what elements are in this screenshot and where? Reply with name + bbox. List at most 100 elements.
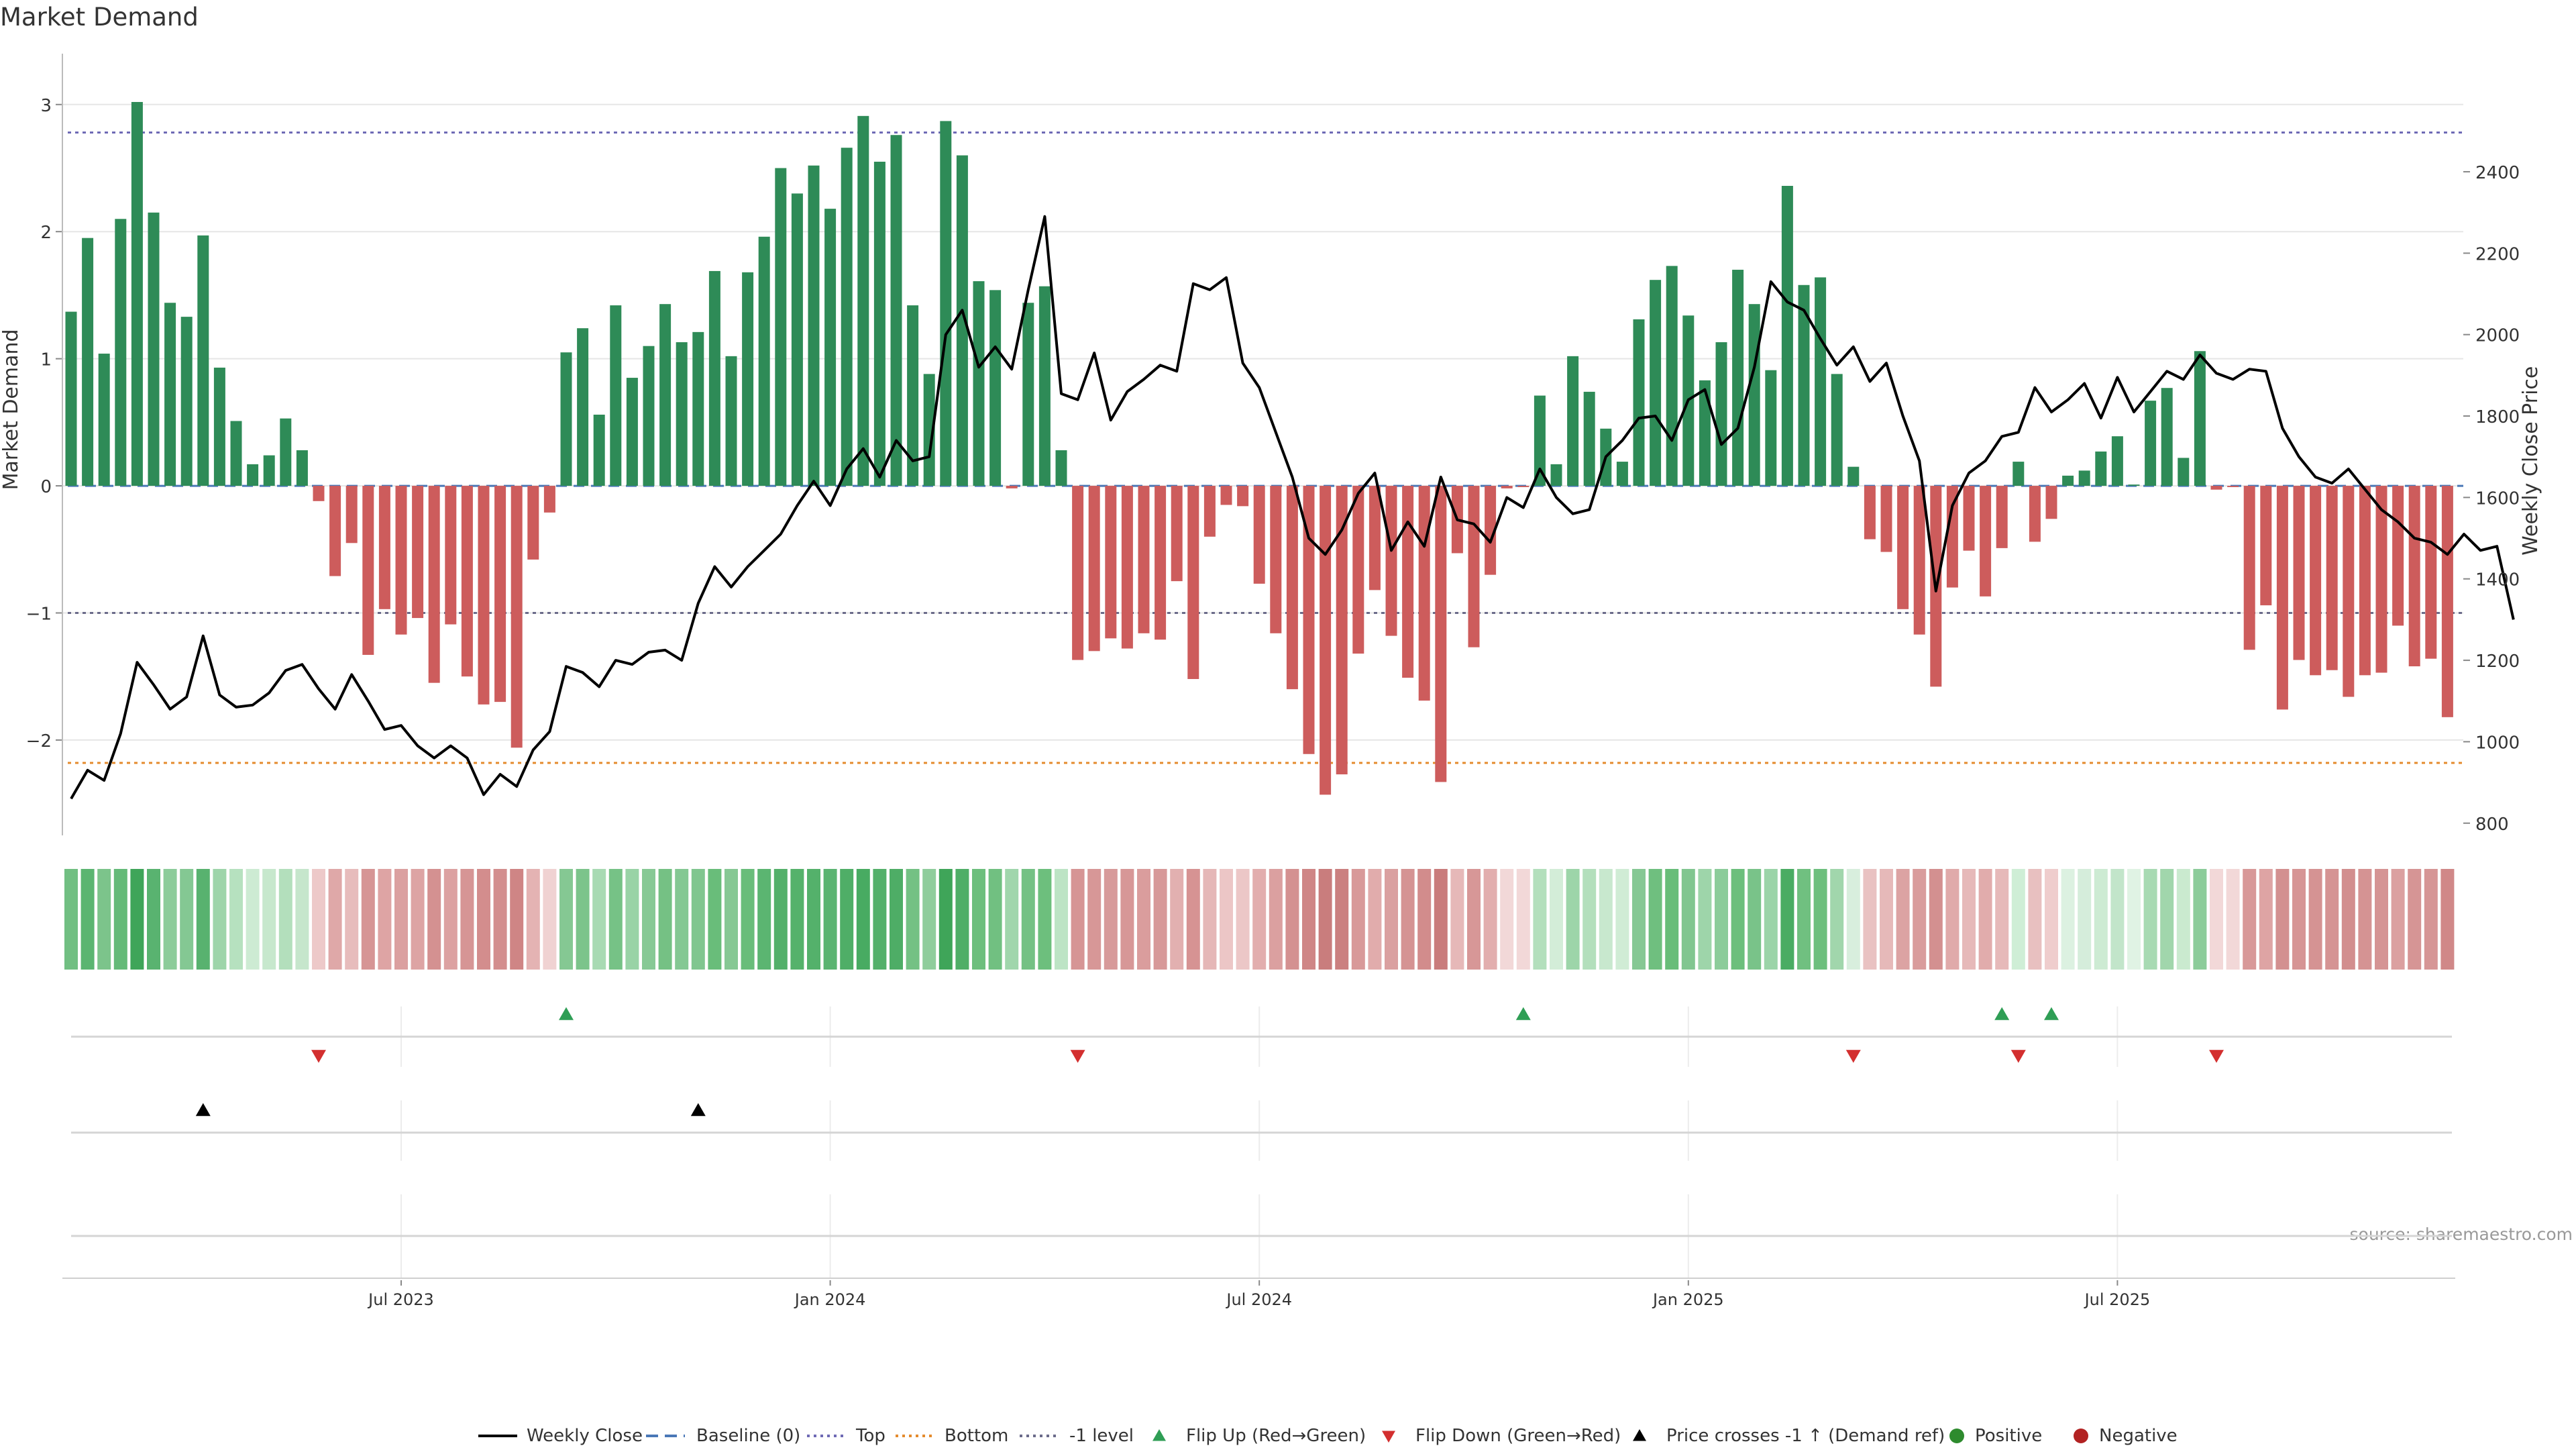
demand-bar xyxy=(280,418,292,486)
demand-bar xyxy=(1864,486,1876,539)
heat-cell xyxy=(2028,869,2042,970)
heat-cell xyxy=(1599,869,1613,970)
demand-bar xyxy=(2359,486,2371,676)
heat-cell xyxy=(1120,869,1134,970)
legend-triangle-up-swatch xyxy=(1152,1429,1166,1441)
heat-cell xyxy=(1401,869,1415,970)
demand-bar xyxy=(445,486,457,625)
demand-bar xyxy=(543,486,555,513)
y-right-tick-label: 800 xyxy=(2475,815,2509,835)
flip-down-marker xyxy=(1070,1049,1085,1063)
y-right-tick-label: 1400 xyxy=(2475,570,2520,590)
demand-bar xyxy=(1303,486,1315,754)
heat-cell xyxy=(1087,869,1102,970)
chart-title: Market Demand xyxy=(0,3,199,32)
heat-cell xyxy=(724,869,738,970)
event-marker-panels xyxy=(195,1007,2224,1117)
demand-bar xyxy=(2260,486,2272,606)
heat-cell xyxy=(1863,869,1877,970)
demand-bar xyxy=(725,356,737,486)
demand-bar xyxy=(2012,462,2025,486)
heat-cell xyxy=(691,869,705,970)
heat-cell xyxy=(658,869,672,970)
heat-cell xyxy=(1665,869,1679,970)
heat-cell xyxy=(1021,869,1035,970)
demand-bar xyxy=(511,486,523,748)
heat-cell xyxy=(1203,869,1217,970)
heat-cell xyxy=(328,869,342,970)
heat-cell xyxy=(2110,869,2125,970)
y-right-tick-label: 2400 xyxy=(2475,163,2520,183)
heat-cell xyxy=(427,869,441,970)
demand-bar xyxy=(2227,486,2239,487)
heat-cell xyxy=(1186,869,1200,970)
demand-bar xyxy=(1501,486,1513,488)
y-right-tick-label: 1200 xyxy=(2475,652,2520,672)
demand-bar xyxy=(115,219,127,486)
heat-cell xyxy=(278,869,292,970)
legend-label: Price crosses -1 ↑ (Demand ref) xyxy=(1666,1426,1945,1446)
demand-bar xyxy=(2210,486,2222,490)
demand-bar xyxy=(131,101,143,486)
heat-cell xyxy=(1533,869,1547,970)
y-right-tick-label: 1800 xyxy=(2475,407,2520,427)
heat-cell xyxy=(873,869,887,970)
demand-bar xyxy=(461,486,473,677)
heat-cell xyxy=(2045,869,2058,970)
heat-cell xyxy=(1368,869,1382,970)
y-left-tick-label: 0 xyxy=(40,477,52,497)
heat-cell xyxy=(1071,869,1085,970)
heat-cell xyxy=(2358,869,2372,970)
demand-bar xyxy=(824,209,837,486)
heat-cell xyxy=(1797,869,1811,970)
flip-up-marker xyxy=(1994,1007,2010,1021)
x-tick-label: Jul 2023 xyxy=(367,1290,434,1309)
heat-cell xyxy=(2061,869,2075,970)
heat-cell xyxy=(807,869,820,970)
heat-cell xyxy=(312,869,325,970)
demand-bar xyxy=(197,235,209,486)
demand-bar xyxy=(1831,374,1843,486)
y-left-tick-label: 2 xyxy=(40,223,52,243)
heat-cell xyxy=(1648,869,1662,970)
demand-bar xyxy=(1320,486,1332,795)
heat-cell xyxy=(675,869,689,970)
demand-bar xyxy=(2408,486,2420,667)
y-left-tick-label: −1 xyxy=(26,604,52,624)
demand-bar xyxy=(593,414,605,486)
demand-bar xyxy=(82,238,94,486)
demand-bar xyxy=(164,303,176,486)
demand-bar xyxy=(1715,342,1727,486)
x-tick-label: Jan 2024 xyxy=(794,1290,866,1309)
heat-cell xyxy=(1137,869,1150,970)
demand-bar xyxy=(362,486,374,656)
heat-cell xyxy=(1104,869,1118,970)
heat-cell xyxy=(2243,869,2257,970)
demand-bar xyxy=(1765,370,1777,486)
demand-bar xyxy=(1847,466,1860,486)
price-line-group xyxy=(70,215,2515,800)
heat-cell xyxy=(2078,869,2092,970)
legend-circle-swatch xyxy=(2074,1429,2088,1443)
heat-cell xyxy=(196,869,210,970)
y-right-tick-label: 2200 xyxy=(2475,244,2520,264)
demand-bar xyxy=(1402,486,1414,678)
heat-cell xyxy=(955,869,969,970)
heat-cell xyxy=(2226,869,2240,970)
demand-bar xyxy=(1006,486,1018,488)
demand-bar xyxy=(2276,486,2288,710)
heat-cell xyxy=(510,869,524,970)
price-cross-marker xyxy=(690,1103,706,1117)
heat-cell xyxy=(1582,869,1597,970)
heat-cell xyxy=(922,869,936,970)
demand-bar xyxy=(791,193,803,486)
demand-bar xyxy=(2425,486,2437,659)
legend: Weekly Close Baseline (0) Top Bottom -1 leve… xyxy=(478,1426,2178,1446)
legend-triangle-down-swatch xyxy=(1382,1431,1395,1443)
x-tick-label: Jan 2025 xyxy=(1652,1290,1724,1309)
heat-cell xyxy=(1780,869,1794,970)
demand-bar xyxy=(1650,280,1662,486)
demand-bar xyxy=(213,367,225,486)
heat-cell xyxy=(773,869,788,970)
